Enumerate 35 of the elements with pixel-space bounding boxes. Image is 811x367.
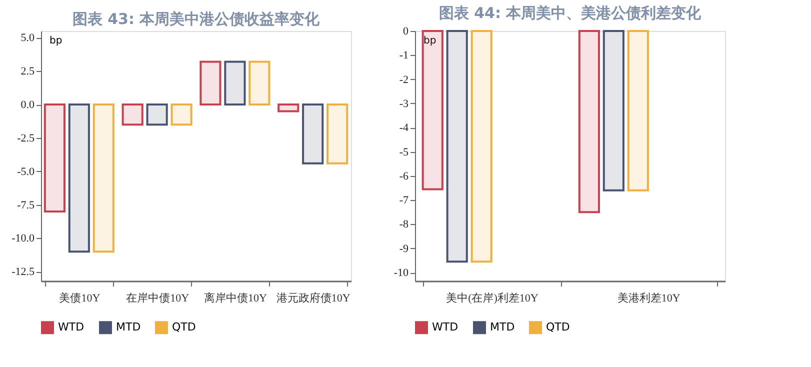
y-tick-label: -7.5 xyxy=(17,199,35,212)
legend-label: MTD xyxy=(490,320,515,334)
y-tick-label: -6 xyxy=(399,170,409,182)
chart-title: 图表 44: 本周美中、美港公债利差变化 xyxy=(438,4,702,22)
legend-label: QTD xyxy=(546,320,570,334)
x-tick-label: 美港利差10Y xyxy=(617,292,680,304)
y-axis-title: bp xyxy=(50,36,62,46)
y-tick-label: -10.0 xyxy=(12,232,35,245)
x-tick-label: 港元政府债10Y xyxy=(276,292,350,304)
y-tick-label: 2.5 xyxy=(20,66,35,78)
legend-label: WTD xyxy=(58,320,84,334)
y-tick-label: -5.0 xyxy=(17,166,35,178)
y-tick-label: -10 xyxy=(394,267,409,280)
legend-label: MTD xyxy=(116,320,141,334)
y-tick-label: -7 xyxy=(399,194,409,207)
y-tick-label: -12.5 xyxy=(12,266,35,278)
y-tick-label: -2 xyxy=(399,74,408,86)
y-tick-label: -1 xyxy=(399,50,408,62)
y-tick-label: -8 xyxy=(399,218,409,231)
y-tick-label: -4 xyxy=(399,122,409,134)
y-axis-title: bp xyxy=(424,36,436,46)
y-tick-label: -9 xyxy=(399,242,409,255)
y-tick-label: -3 xyxy=(399,98,409,110)
y-tick-label: -5 xyxy=(399,146,409,158)
legend-label: WTD xyxy=(432,320,458,334)
x-tick-label: 离岸中债10Y xyxy=(204,292,267,304)
y-tick-label: 5.0 xyxy=(20,32,35,44)
x-tick-label: 美债10Y xyxy=(59,292,100,304)
y-tick-label: -2.5 xyxy=(17,132,35,144)
y-tick-label: 0 xyxy=(403,26,409,38)
y-tick-label: 0.0 xyxy=(20,99,35,112)
x-tick-label: 美中(在岸)利差10Y xyxy=(446,292,538,304)
x-tick-label: 在岸中债10Y xyxy=(126,292,190,304)
chart-title: 图表 43: 本周美中港公债收益率变化 xyxy=(72,10,321,28)
legend-label: QTD xyxy=(172,320,196,334)
